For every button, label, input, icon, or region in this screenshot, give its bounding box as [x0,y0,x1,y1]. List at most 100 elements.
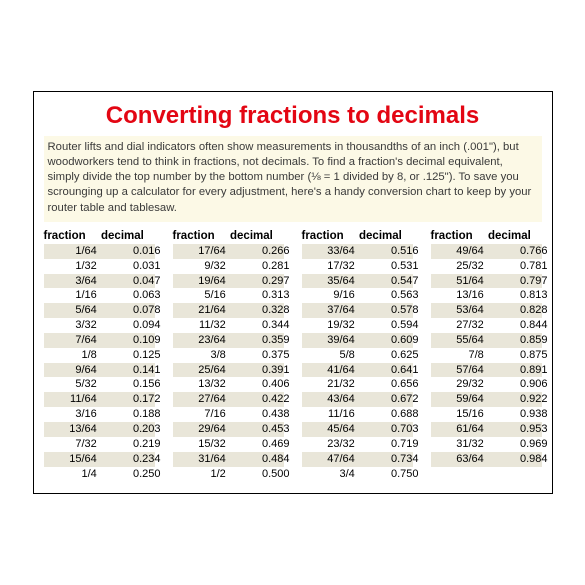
table-column: fractiondecimal33/640.51617/320.53135/64… [302,230,413,482]
table-row: 63/640.984 [431,452,542,467]
decimal-cell: 0.438 [232,407,300,422]
decimal-cell: 0.328 [232,303,300,318]
decimal-cell: 0.094 [103,318,171,333]
decimal-cell: 0.906 [490,377,558,392]
table-row: 15/640.234 [44,452,155,467]
fraction-cell: 35/64 [302,274,361,289]
table-row: 29/320.906 [431,377,542,392]
header-fraction: fraction [431,230,487,242]
fraction-cell: 21/32 [302,377,361,392]
table-row: 57/640.891 [431,363,542,378]
decimal-cell: 0.688 [361,407,429,422]
fraction-cell: 29/64 [173,422,232,437]
fraction-cell: 53/64 [431,303,490,318]
decimal-cell: 0.359 [232,333,300,348]
header-fraction: fraction [302,230,358,242]
fraction-cell: 47/64 [302,452,361,467]
decimal-cell: 0.547 [361,274,429,289]
decimal-cell: 0.344 [232,318,300,333]
table-row: 27/640.422 [173,392,284,407]
table-row: 7/320.219 [44,437,155,452]
decimal-cell: 0.031 [103,259,171,274]
decimal-cell: 0.891 [490,363,558,378]
decimal-cell: 0.203 [103,422,171,437]
conversion-tables: fractiondecimal1/640.0161/320.0313/640.0… [44,230,542,482]
decimal-cell: 0.609 [361,333,429,348]
fraction-cell: 21/64 [173,303,232,318]
table-header: fractiondecimal [302,230,413,242]
table-row: 1/80.125 [44,348,155,363]
decimal-cell: 0.188 [103,407,171,422]
decimal-cell: 0.578 [361,303,429,318]
decimal-cell: 0.641 [361,363,429,378]
decimal-cell: 0.125 [103,348,171,363]
table-row: 55/640.859 [431,333,542,348]
fraction-cell: 7/8 [431,348,490,363]
decimal-cell: 0.844 [490,318,558,333]
table-row: 3/640.047 [44,274,155,289]
table-row: 3/320.094 [44,318,155,333]
fraction-cell: 33/64 [302,244,361,259]
decimal-cell: 0.484 [232,452,300,467]
decimal-cell: 0.156 [103,377,171,392]
table-row: 7/640.109 [44,333,155,348]
table-row: 5/320.156 [44,377,155,392]
table-row: 23/320.719 [302,437,413,452]
decimal-cell: 0.469 [232,437,300,452]
table-row: 31/320.969 [431,437,542,452]
decimal-cell: 0.063 [103,288,171,303]
fraction-cell: 13/32 [173,377,232,392]
decimal-cell: 0.594 [361,318,429,333]
fraction-cell: 19/64 [173,274,232,289]
table-row: 7/80.875 [431,348,542,363]
decimal-cell: 0.219 [103,437,171,452]
fraction-cell: 5/32 [44,377,103,392]
table-row: 1/320.031 [44,259,155,274]
table-row: 1/160.063 [44,288,155,303]
fraction-cell: 13/64 [44,422,103,437]
fraction-cell: 23/32 [302,437,361,452]
decimal-cell: 0.625 [361,348,429,363]
decimal-cell: 0.234 [103,452,171,467]
table-row: 9/160.563 [302,288,413,303]
decimal-cell: 0.969 [490,437,558,452]
decimal-cell: 0.391 [232,363,300,378]
header-decimal: decimal [486,230,544,242]
fraction-cell: 15/32 [173,437,232,452]
table-row: 31/640.484 [173,452,284,467]
fraction-cell: 9/32 [173,259,232,274]
fraction-cell: 5/16 [173,288,232,303]
table-row: 23/640.359 [173,333,284,348]
table-column: fractiondecimal17/640.2669/320.28119/640… [173,230,284,482]
fraction-cell: 27/32 [431,318,490,333]
table-row: 5/80.625 [302,348,413,363]
decimal-cell: 0.406 [232,377,300,392]
table-header: fractiondecimal [44,230,155,242]
fraction-cell: 1/64 [44,244,103,259]
decimal-cell: 0.766 [490,244,558,259]
fraction-cell: 31/64 [173,452,232,467]
table-row: 3/160.188 [44,407,155,422]
table-row: 15/320.469 [173,437,284,452]
decimal-cell: 0.078 [103,303,171,318]
fraction-cell: 1/8 [44,348,103,363]
decimal-cell: 0.797 [490,274,558,289]
table-row: 7/160.438 [173,407,284,422]
fraction-cell: 3/64 [44,274,103,289]
decimal-cell: 0.781 [490,259,558,274]
decimal-cell: 0.141 [103,363,171,378]
decimal-cell: 0.813 [490,288,558,303]
table-row: 3/40.750 [302,467,413,482]
decimal-cell: 0.453 [232,422,300,437]
table-row: 45/640.703 [302,422,413,437]
table-row: 37/640.578 [302,303,413,318]
table-row: 51/640.797 [431,274,542,289]
decimal-cell: 0.922 [490,392,558,407]
fraction-cell: 3/4 [302,467,361,482]
decimal-cell: 0.422 [232,392,300,407]
fraction-cell: 3/32 [44,318,103,333]
fraction-cell: 15/64 [44,452,103,467]
table-row: 11/640.172 [44,392,155,407]
table-row: 5/160.313 [173,288,284,303]
table-row: 35/640.547 [302,274,413,289]
